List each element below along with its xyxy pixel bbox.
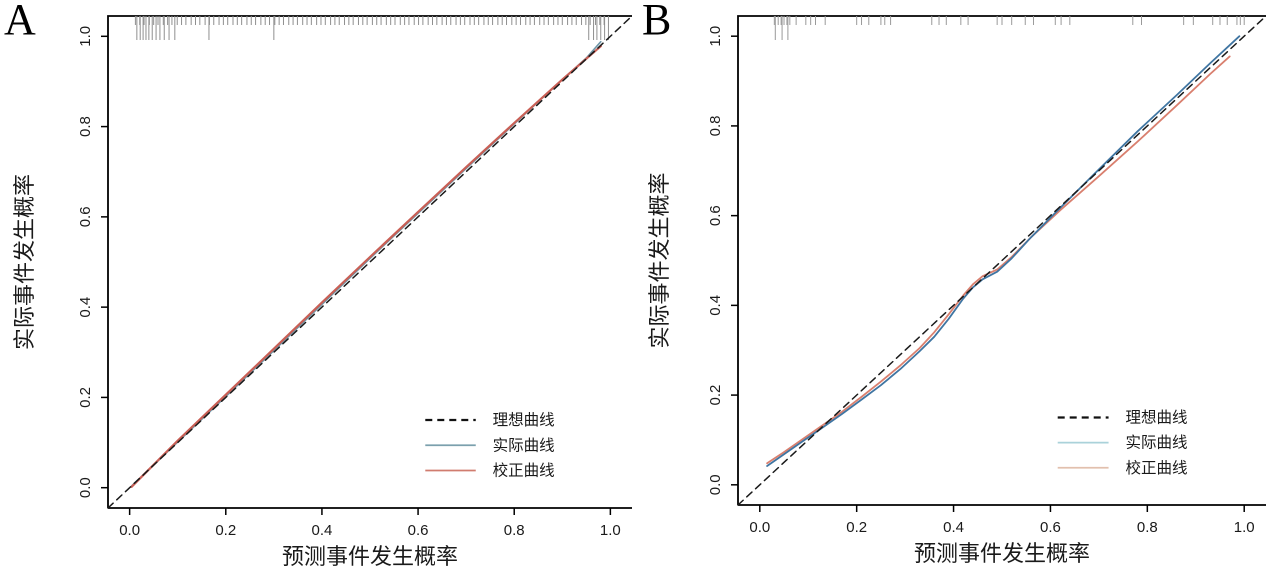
x-tick-label: 0.0 (749, 519, 770, 536)
x-tick-label: 0.4 (943, 519, 964, 536)
y-tick-label: 1.0 (707, 26, 724, 47)
y-tick-label: 0.8 (707, 115, 724, 136)
x-tick-label: 0.6 (408, 522, 429, 539)
y-axis-title: 实际事件发生概率 (12, 174, 37, 350)
y-tick-label: 0.6 (77, 206, 94, 227)
x-tick-label: 0.8 (1137, 519, 1158, 536)
x-axis-title: 预测事件发生概率 (282, 544, 458, 569)
panel-a-letter: A (4, 0, 36, 44)
y-tick-label: 0.2 (77, 387, 94, 408)
y-tick-label: 0.8 (77, 116, 94, 137)
y-axis-title: 实际事件发生概率 (647, 172, 672, 348)
legend-label: 实际曲线 (493, 436, 555, 454)
x-tick-label: 0.0 (119, 522, 140, 539)
panel-b-letter: B (642, 0, 672, 44)
panel-a-chart: 0.0 0.0 0.2 0.2 0.4 0.4 0.6 0.6 0.8 0.8 1.0 1.0 理想曲线… (12, 15, 633, 569)
y-tick-label: 0.0 (77, 477, 94, 498)
y-tick-label: 0.4 (77, 297, 94, 318)
y-tick-label: 0.4 (707, 295, 724, 316)
legend-label: 理想曲线 (1126, 409, 1188, 427)
series-ideal-curve (107, 15, 633, 509)
panel-b-chart: 0.0 0.0 0.2 0.2 0.4 0.4 0.6 0.6 0.8 0.8 1.0 1.0 理想曲线… (647, 15, 1267, 566)
y-tick-label: 0.2 (707, 385, 724, 406)
legend-label: 实际曲线 (1126, 434, 1188, 452)
series-actual-curve (766, 35, 1241, 467)
legend-label: 理想曲线 (493, 411, 555, 429)
x-tick-label: 1.0 (600, 522, 621, 539)
x-tick-label: 1.0 (1234, 519, 1255, 536)
x-tick-label: 0.2 (846, 519, 867, 536)
legend-label: 校正曲线 (493, 462, 555, 480)
series-corrected-curve (130, 45, 602, 488)
x-tick-label: 0.8 (504, 522, 525, 539)
x-tick-label: 0.4 (311, 522, 332, 539)
plot-frame (737, 15, 1266, 505)
y-tick-label: 0.6 (707, 205, 724, 226)
x-tick-label: 0.6 (1040, 519, 1061, 536)
plot-frame (107, 15, 632, 508)
x-tick-label: 0.2 (215, 522, 236, 539)
legend-label: 校正曲线 (1126, 459, 1188, 477)
series-corrected-curve (766, 55, 1231, 465)
y-tick-label: 0.0 (707, 474, 724, 495)
x-axis-title: 预测事件发生概率 (914, 541, 1090, 566)
series-ideal-curve (737, 15, 1267, 506)
y-tick-label: 1.0 (77, 26, 94, 47)
